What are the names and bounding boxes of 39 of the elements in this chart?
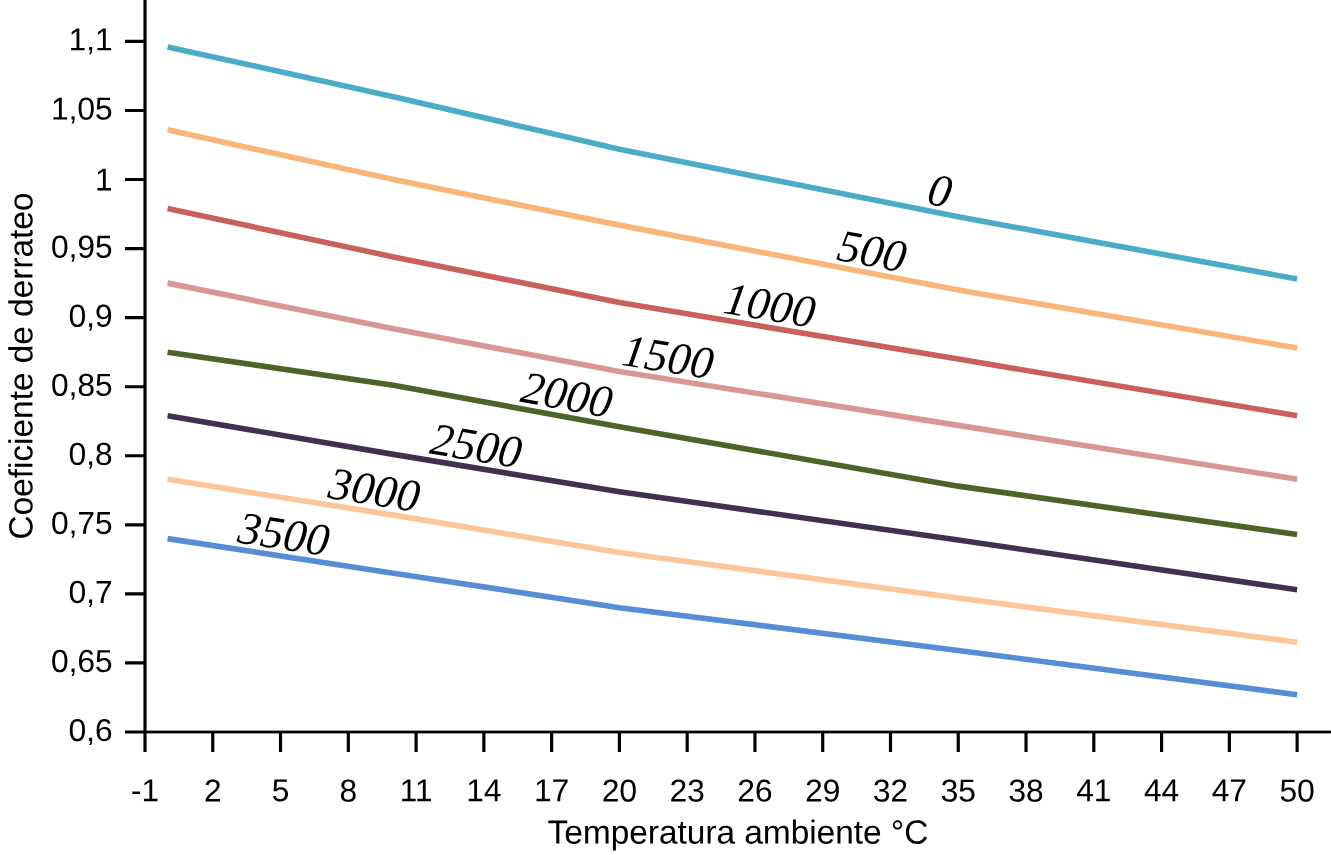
y-axis-title: Coeficiente de derrateo <box>8 193 33 538</box>
x-tick-label: 8 <box>340 779 356 802</box>
x-tick-label: 2 <box>205 779 220 802</box>
x-tick-label: 20 <box>603 779 636 802</box>
x-tick-label: 11 <box>402 779 431 802</box>
y-tick-label: 0,6 <box>69 718 112 746</box>
y-tick-label: 1,05 <box>53 97 112 124</box>
x-tick-label: 17 <box>536 779 568 802</box>
text: 2500 <box>428 425 522 467</box>
x-tick-label: 41 <box>1076 779 1110 802</box>
text: 1000 <box>723 285 816 327</box>
x-tick-label: 29 <box>806 779 839 802</box>
y-tick-label: 1 <box>97 168 112 191</box>
x-tick-label: 35 <box>941 779 975 802</box>
y-tick-label: 0,85 <box>52 373 112 400</box>
y-tick-label: 0,75 <box>52 511 112 538</box>
y-tick-label: 1,1 <box>71 28 112 55</box>
text: 0 <box>928 176 953 206</box>
text: 3500 <box>236 513 330 555</box>
text: 3000 <box>326 469 421 511</box>
x-tick-label: 14 <box>468 779 501 802</box>
x-tick-label: 47 <box>1212 779 1246 802</box>
x-tick-label: -1 <box>132 779 158 802</box>
y-tick-label: 0,8 <box>69 442 112 469</box>
y-tick-label: 0,65 <box>52 649 112 676</box>
y-tick-label: 0,7 <box>69 580 111 607</box>
x-tick-label: 23 <box>671 779 704 802</box>
x-tick-label: 44 <box>1144 779 1179 802</box>
text: 2000 <box>519 373 613 417</box>
x-tick-label: 50 <box>1280 779 1314 802</box>
text: 500 <box>836 231 907 271</box>
text: 1500 <box>622 337 714 378</box>
x-tick-label: 38 <box>1009 779 1043 802</box>
y-tick-label: 0,95 <box>52 235 112 262</box>
x-axis-title: Temperatura ambiente °C <box>548 819 928 851</box>
x-tick-label: 5 <box>273 779 289 802</box>
x-tick-label: 26 <box>738 779 772 802</box>
x-tick-label: 32 <box>874 779 907 802</box>
y-tick-label: 0,9 <box>69 304 112 331</box>
